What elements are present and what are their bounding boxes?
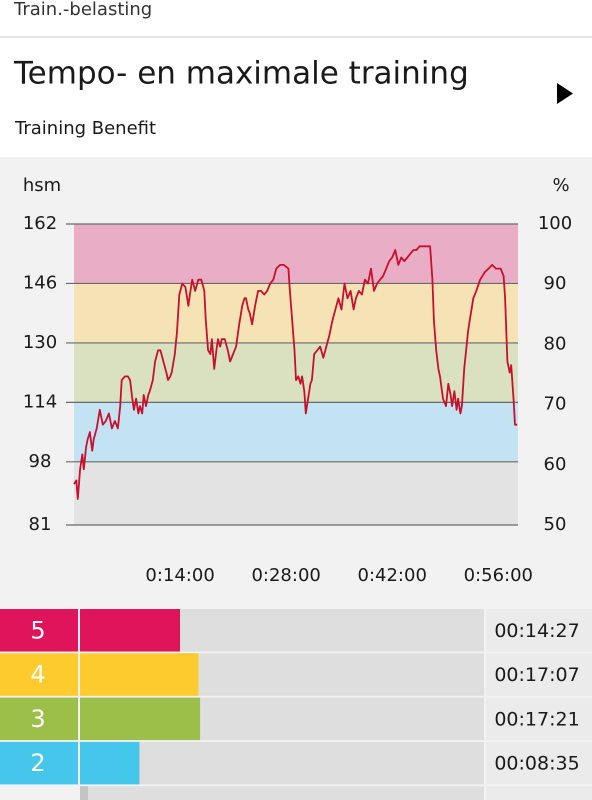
y2-tick-label: 50 bbox=[544, 514, 567, 535]
x-tick-label: 0:14:00 bbox=[145, 565, 214, 586]
zone-badge bbox=[0, 697, 78, 741]
zone-bar bbox=[80, 741, 140, 785]
zone-time: 00:17:07 bbox=[494, 664, 579, 686]
zone-bar bbox=[80, 609, 180, 652]
y-tick-label: 81 bbox=[29, 514, 52, 535]
zone-time: 00:08:35 bbox=[494, 753, 579, 775]
y-tick-label: 98 bbox=[29, 451, 52, 472]
header-background bbox=[0, 0, 592, 157]
y-tick-label: 162 bbox=[23, 213, 57, 234]
row-background bbox=[80, 741, 484, 785]
page-title: Tempo- en maximale training bbox=[13, 56, 469, 92]
section-title: Train.-belasting bbox=[13, 0, 152, 20]
chart: 81 98 114 130 146 162 50 60 70 80 90 100 0:14:00 0:28… bbox=[23, 213, 572, 586]
zone-number: 5 bbox=[30, 616, 45, 644]
row-background bbox=[80, 786, 484, 800]
y2-tick-label: 100 bbox=[538, 213, 572, 234]
zone-number: 3 bbox=[30, 705, 45, 733]
y2-tick-label: 60 bbox=[544, 454, 567, 475]
play-button[interactable] bbox=[557, 83, 573, 104]
zone-time: 00:17:21 bbox=[494, 708, 579, 730]
zone-badge bbox=[0, 653, 78, 696]
subtitle: Training Benefit bbox=[14, 118, 156, 139]
y2-axis-label: % bbox=[552, 175, 569, 196]
zone-bar bbox=[80, 653, 199, 696]
zone-bar bbox=[80, 697, 201, 741]
time-cell bbox=[486, 609, 592, 652]
y-tick-label: 146 bbox=[23, 272, 57, 293]
x-tick-label: 0:42:00 bbox=[358, 565, 427, 586]
zone-band bbox=[74, 461, 518, 525]
zone-band bbox=[74, 224, 518, 284]
zone-bar bbox=[80, 786, 89, 800]
zone-badge bbox=[0, 741, 78, 785]
y2-tick-label: 80 bbox=[544, 333, 567, 354]
zone-band bbox=[74, 283, 518, 343]
zone-time: 00:14:27 bbox=[494, 620, 579, 642]
y2-tick-label: 90 bbox=[544, 273, 567, 294]
zone-number: 2 bbox=[30, 749, 45, 777]
time-cell bbox=[486, 653, 592, 696]
zone-badge bbox=[0, 609, 78, 652]
heart-rate-line bbox=[73, 245, 518, 500]
x-tick-label: 0:28:00 bbox=[251, 565, 320, 586]
x-tick-label: 0:56:00 bbox=[464, 565, 533, 586]
zone-number: 4 bbox=[30, 661, 45, 689]
y-axis-label: hsm bbox=[23, 175, 61, 196]
time-cell bbox=[486, 697, 592, 741]
y-tick-label: 130 bbox=[23, 332, 57, 353]
y2-tick-label: 70 bbox=[544, 394, 567, 415]
zone-band bbox=[74, 402, 518, 462]
time-cell bbox=[486, 741, 592, 785]
time-cell bbox=[486, 786, 592, 800]
zone-list: 5 00:14:27 4 00:17:07 3 00:17:21 2 00:08:35 bbox=[0, 609, 592, 800]
y-tick-label: 114 bbox=[23, 391, 57, 412]
